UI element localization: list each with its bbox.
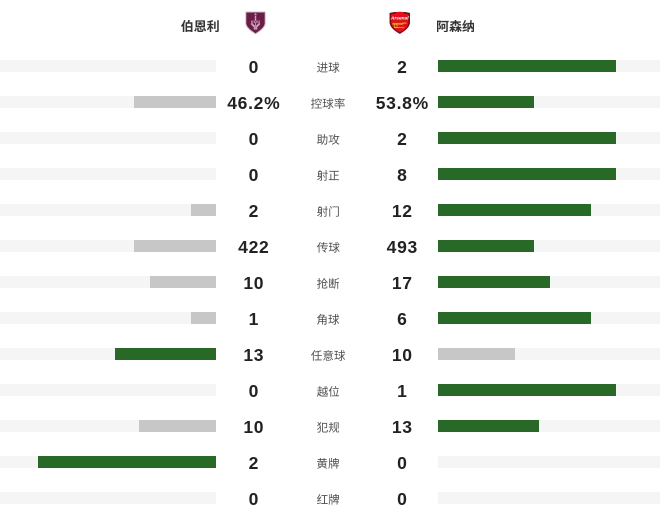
svg-text:Arsenal: Arsenal: [390, 16, 409, 22]
